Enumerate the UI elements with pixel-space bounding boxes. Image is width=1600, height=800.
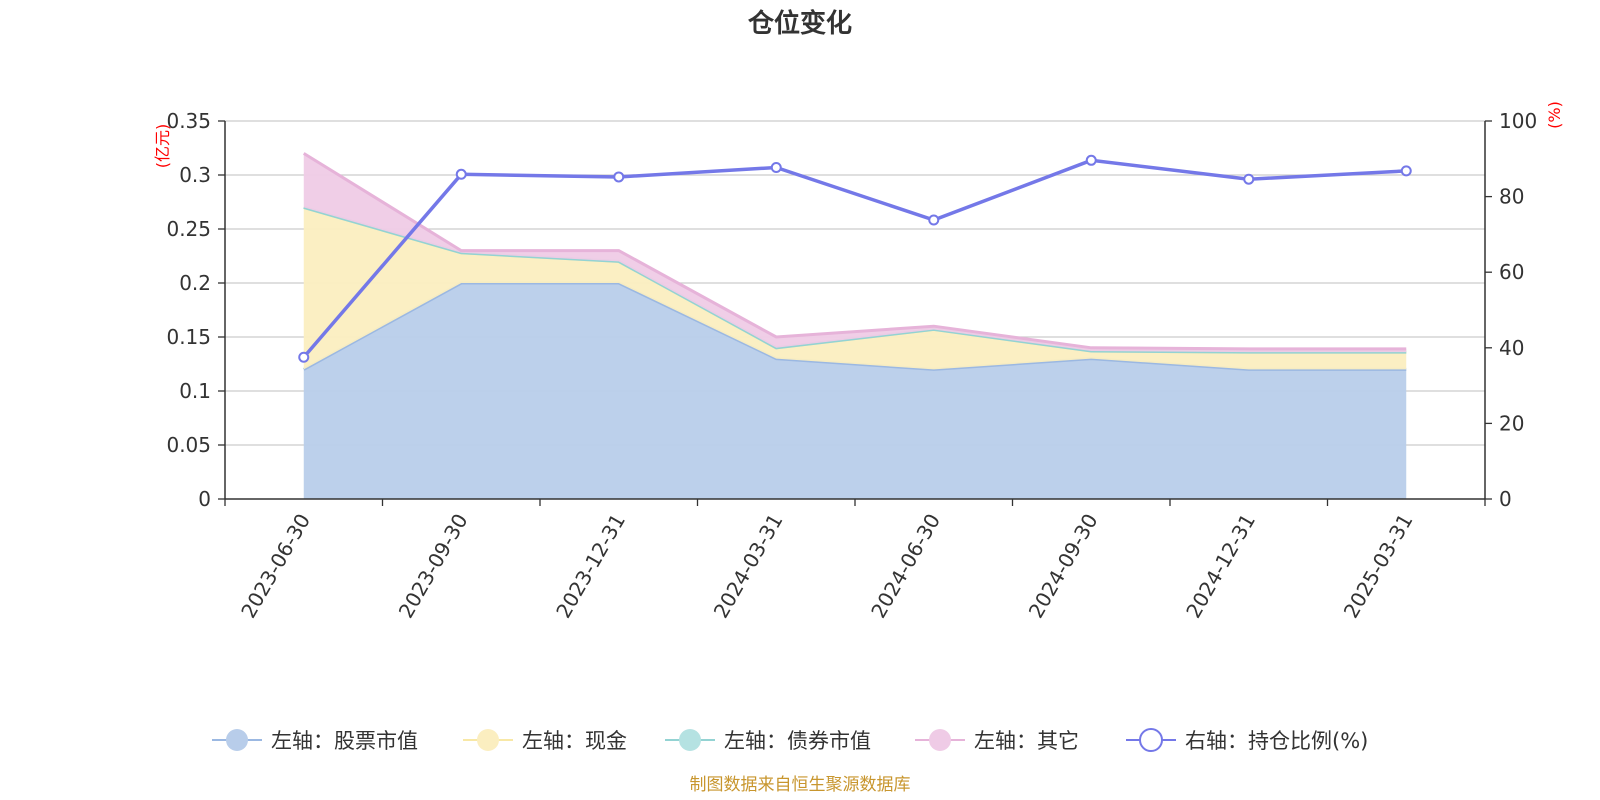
left-axis-unit: (亿元) <box>153 124 172 169</box>
legend-swatch-marker <box>1139 728 1163 752</box>
line-series-point <box>770 161 782 173</box>
line-series-path <box>302 158 1407 359</box>
left-axis-tick-label: 0.1 <box>179 379 211 403</box>
x-axis-tick-label: 2024-12-31 <box>1181 510 1260 623</box>
left-axis-tick-label: 0.35 <box>166 109 211 133</box>
stacked-areas <box>302 152 1407 499</box>
right-axis-tick-label: 60 <box>1499 260 1524 284</box>
line-series-point <box>928 214 940 226</box>
x-axis-tick-label: 2023-12-31 <box>551 510 630 623</box>
left-axis-tick-label: 0.15 <box>166 325 211 349</box>
right-axis-tick-label: 100 <box>1499 109 1537 133</box>
line-series-point <box>298 351 310 363</box>
line-series-point <box>455 168 467 180</box>
x-axis-tick-label: 2025-03-31 <box>1339 510 1418 623</box>
left-axis-tick-label: 0.2 <box>179 271 211 295</box>
x-axis-tick-label: 2024-09-30 <box>1024 510 1103 623</box>
right-axis-tick-label: 0 <box>1499 487 1512 511</box>
left-axis-tick-label: 0.3 <box>179 163 211 187</box>
area-series-edge-3 <box>302 152 1407 351</box>
legend-label: 左轴：股票市值 <box>271 729 418 753</box>
left-axis-tick-label: 0 <box>198 487 211 511</box>
right-axis-tick-label: 20 <box>1499 411 1524 435</box>
x-axis-tick-label: 2024-03-31 <box>709 510 788 623</box>
legend-swatch-marker <box>226 729 248 751</box>
area-series-0 <box>303 283 1407 499</box>
data-source-note: 制图数据来自恒生聚源数据库 <box>690 775 911 795</box>
legend: 左轴：股票市值 左轴：现金 左轴：债券市值 左轴：其它 右轴：持仓比例(%) <box>212 728 1368 753</box>
line-series-point <box>1243 173 1255 185</box>
left-axis-tick-label: 0.05 <box>166 433 211 457</box>
line-series-point <box>1085 154 1097 166</box>
area-series-3 <box>303 153 1407 353</box>
legend-label: 右轴：持仓比例(%) <box>1185 729 1368 753</box>
holding-ratio-line <box>298 154 1412 363</box>
right-axis-unit: (%) <box>1545 101 1564 129</box>
legend-label: 左轴：债券市值 <box>724 729 871 753</box>
x-axis-tick-label: 2023-09-30 <box>394 510 473 623</box>
right-axis-tick-label: 40 <box>1499 336 1524 360</box>
x-axis-tick-label: 2024-06-30 <box>866 510 945 623</box>
legend-swatch-marker <box>477 729 499 751</box>
x-axis-tick-label: 2023-06-30 <box>236 510 315 623</box>
left-axis-tick-label: 0.25 <box>166 217 211 241</box>
line-series-point <box>613 171 625 183</box>
legend-swatch-marker <box>929 729 951 751</box>
right-axis-tick-label: 80 <box>1499 185 1524 209</box>
legend-label: 左轴：现金 <box>522 729 627 753</box>
chart-title: 仓位变化 <box>747 8 852 39</box>
legend-label: 左轴：其它 <box>974 729 1079 753</box>
line-series-point <box>1400 165 1412 177</box>
legend-swatch-marker <box>679 729 701 751</box>
